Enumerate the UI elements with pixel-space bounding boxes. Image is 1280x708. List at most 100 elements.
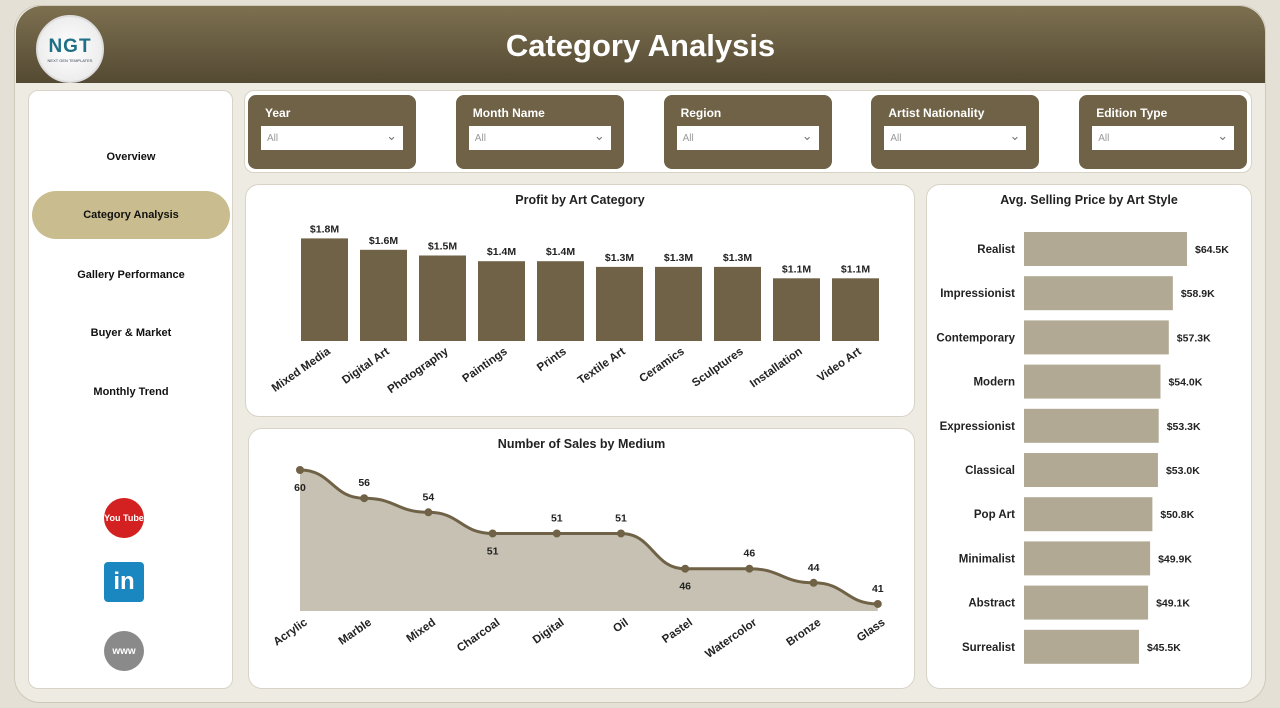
data-label: $64.5K bbox=[1195, 244, 1229, 256]
bar[interactable] bbox=[1024, 585, 1149, 620]
filter-value: All bbox=[474, 133, 486, 144]
filter-value: All bbox=[267, 133, 279, 144]
sidebar-item-category-analysis[interactable]: Category Analysis bbox=[32, 191, 230, 239]
chart-title: Avg. Selling Price by Art Style bbox=[1000, 193, 1178, 207]
x-tick-label: Marble bbox=[337, 617, 374, 648]
data-label: $1.3M bbox=[723, 252, 752, 264]
globe-icon[interactable]: www bbox=[104, 631, 144, 671]
filter-dropdown[interactable]: All ⌄ bbox=[1092, 126, 1235, 150]
filter-label: Artist Nationality bbox=[888, 106, 985, 120]
bar[interactable] bbox=[478, 261, 525, 341]
chart-title: Number of Sales by Medium bbox=[497, 437, 666, 451]
data-point[interactable] bbox=[681, 564, 690, 573]
filter-label: Month Name bbox=[472, 106, 545, 120]
x-tick-label: Mixed bbox=[405, 617, 439, 646]
data-point[interactable] bbox=[745, 564, 754, 573]
data-label: $1.4M bbox=[487, 246, 516, 258]
profit-by-category-card: Profit by Art Category $1.8M Mixed Media $… bbox=[245, 184, 915, 417]
data-label: 56 bbox=[358, 477, 370, 489]
logo: NGT NEXT GEN TEMPLATES bbox=[36, 15, 104, 83]
data-label: $1.6M bbox=[369, 235, 398, 247]
sidebar-item-monthly-trend[interactable]: Monthly Trend bbox=[93, 386, 169, 398]
sales-by-medium-card: Number of Sales by Medium 60 Acrylic 56 Mar… bbox=[248, 428, 915, 689]
bar[interactable] bbox=[1024, 629, 1139, 664]
x-tick-label: Charcoal bbox=[455, 617, 502, 655]
sales-area-chart: 60 Acrylic 56 Marble 54 Mixed 51 Charcoal 51 Digi… bbox=[271, 466, 888, 661]
header: Category Analysis NGT NEXT GEN TEMPLATES bbox=[16, 6, 1265, 83]
bar[interactable] bbox=[1024, 276, 1173, 311]
x-tick-label: Pastel bbox=[660, 617, 695, 646]
y-tick-label: Realist bbox=[977, 244, 1015, 256]
youtube-icon[interactable]: You Tube bbox=[104, 498, 144, 538]
y-tick-label: Expressionist bbox=[940, 421, 1016, 433]
data-label: $1.4M bbox=[546, 246, 575, 258]
sidebar-item-overview[interactable]: Overview bbox=[106, 151, 156, 163]
bar[interactable] bbox=[1024, 232, 1187, 266]
data-point[interactable] bbox=[296, 466, 304, 474]
data-point[interactable] bbox=[552, 529, 561, 538]
filter-dropdown[interactable]: All ⌄ bbox=[676, 126, 819, 150]
x-tick-label: Acrylic bbox=[271, 616, 310, 648]
price-hbar-chart: Realist $64.5K Impressionist $58.9K Contempo… bbox=[936, 232, 1229, 664]
data-label: $50.8K bbox=[1160, 509, 1194, 521]
bar[interactable] bbox=[1024, 453, 1158, 487]
filter-month-name[interactable]: Month Name All ⌄ bbox=[455, 95, 624, 169]
data-label: $53.3K bbox=[1167, 421, 1201, 433]
bar[interactable] bbox=[714, 266, 761, 341]
bar[interactable] bbox=[360, 249, 407, 341]
data-label: $54.0K bbox=[1168, 377, 1202, 389]
filter-edition-type[interactable]: Edition Type All ⌄ bbox=[1079, 95, 1248, 169]
bar[interactable] bbox=[1024, 408, 1159, 443]
x-tick-label: Mixed Media bbox=[270, 345, 333, 394]
data-label: 44 bbox=[808, 562, 820, 574]
data-point[interactable] bbox=[360, 494, 369, 503]
data-label: $45.5K bbox=[1147, 642, 1181, 654]
linkedin-icon[interactable]: in bbox=[104, 562, 144, 602]
bar[interactable] bbox=[419, 255, 466, 342]
filter-region[interactable]: Region All ⌄ bbox=[663, 95, 832, 169]
data-point[interactable] bbox=[617, 529, 625, 538]
bar[interactable] bbox=[773, 278, 820, 341]
sidebar-item-gallery-performance[interactable]: Gallery Performance bbox=[77, 269, 185, 281]
x-tick-label: Digital bbox=[531, 617, 567, 647]
data-point[interactable] bbox=[488, 529, 497, 538]
x-tick-label: Textile Art bbox=[576, 346, 628, 387]
data-label: $1.8M bbox=[310, 223, 339, 235]
filter-dropdown[interactable]: All ⌄ bbox=[261, 126, 403, 150]
data-label: $49.1K bbox=[1156, 598, 1190, 610]
sidebar-item-buyer-market[interactable]: Buyer & Market bbox=[90, 327, 172, 339]
bar[interactable] bbox=[655, 266, 702, 341]
x-tick-label: Video Art bbox=[815, 346, 863, 385]
filter-year[interactable]: Year All ⌄ bbox=[248, 95, 416, 169]
bar[interactable] bbox=[1024, 320, 1169, 355]
data-label: $1.3M bbox=[605, 252, 634, 264]
bar[interactable] bbox=[1024, 541, 1151, 576]
data-label: $57.3K bbox=[1177, 332, 1211, 344]
data-label: 51 bbox=[615, 512, 627, 524]
chevron-down-icon: ⌄ bbox=[1217, 128, 1229, 143]
data-label: $1.1M bbox=[841, 263, 870, 275]
area-fill bbox=[300, 470, 878, 611]
filter-dropdown[interactable]: All ⌄ bbox=[884, 126, 1027, 150]
data-point[interactable] bbox=[809, 578, 818, 587]
series-line bbox=[299, 468, 878, 606]
data-label: $53.0K bbox=[1166, 465, 1200, 477]
x-tick-label: Digital Art bbox=[340, 346, 392, 387]
chevron-down-icon: ⌄ bbox=[593, 128, 605, 143]
x-tick-label: Oil bbox=[611, 617, 630, 636]
x-tick-label: Glass bbox=[855, 617, 888, 645]
data-point[interactable] bbox=[424, 508, 433, 517]
bar[interactable] bbox=[301, 238, 348, 341]
bar[interactable] bbox=[832, 278, 879, 341]
x-tick-label: Photography bbox=[386, 345, 451, 396]
data-label: 41 bbox=[872, 583, 884, 595]
bar[interactable] bbox=[1024, 497, 1153, 532]
x-tick-label: Installation bbox=[748, 346, 805, 391]
bar[interactable] bbox=[1024, 364, 1161, 399]
chevron-down-icon: ⌄ bbox=[801, 128, 813, 143]
filter-dropdown[interactable]: All ⌄ bbox=[468, 126, 611, 150]
bar[interactable] bbox=[596, 266, 643, 341]
data-point[interactable] bbox=[873, 599, 882, 608]
bar[interactable] bbox=[537, 261, 584, 341]
filter-artist-nationality[interactable]: Artist Nationality All ⌄ bbox=[871, 95, 1040, 169]
